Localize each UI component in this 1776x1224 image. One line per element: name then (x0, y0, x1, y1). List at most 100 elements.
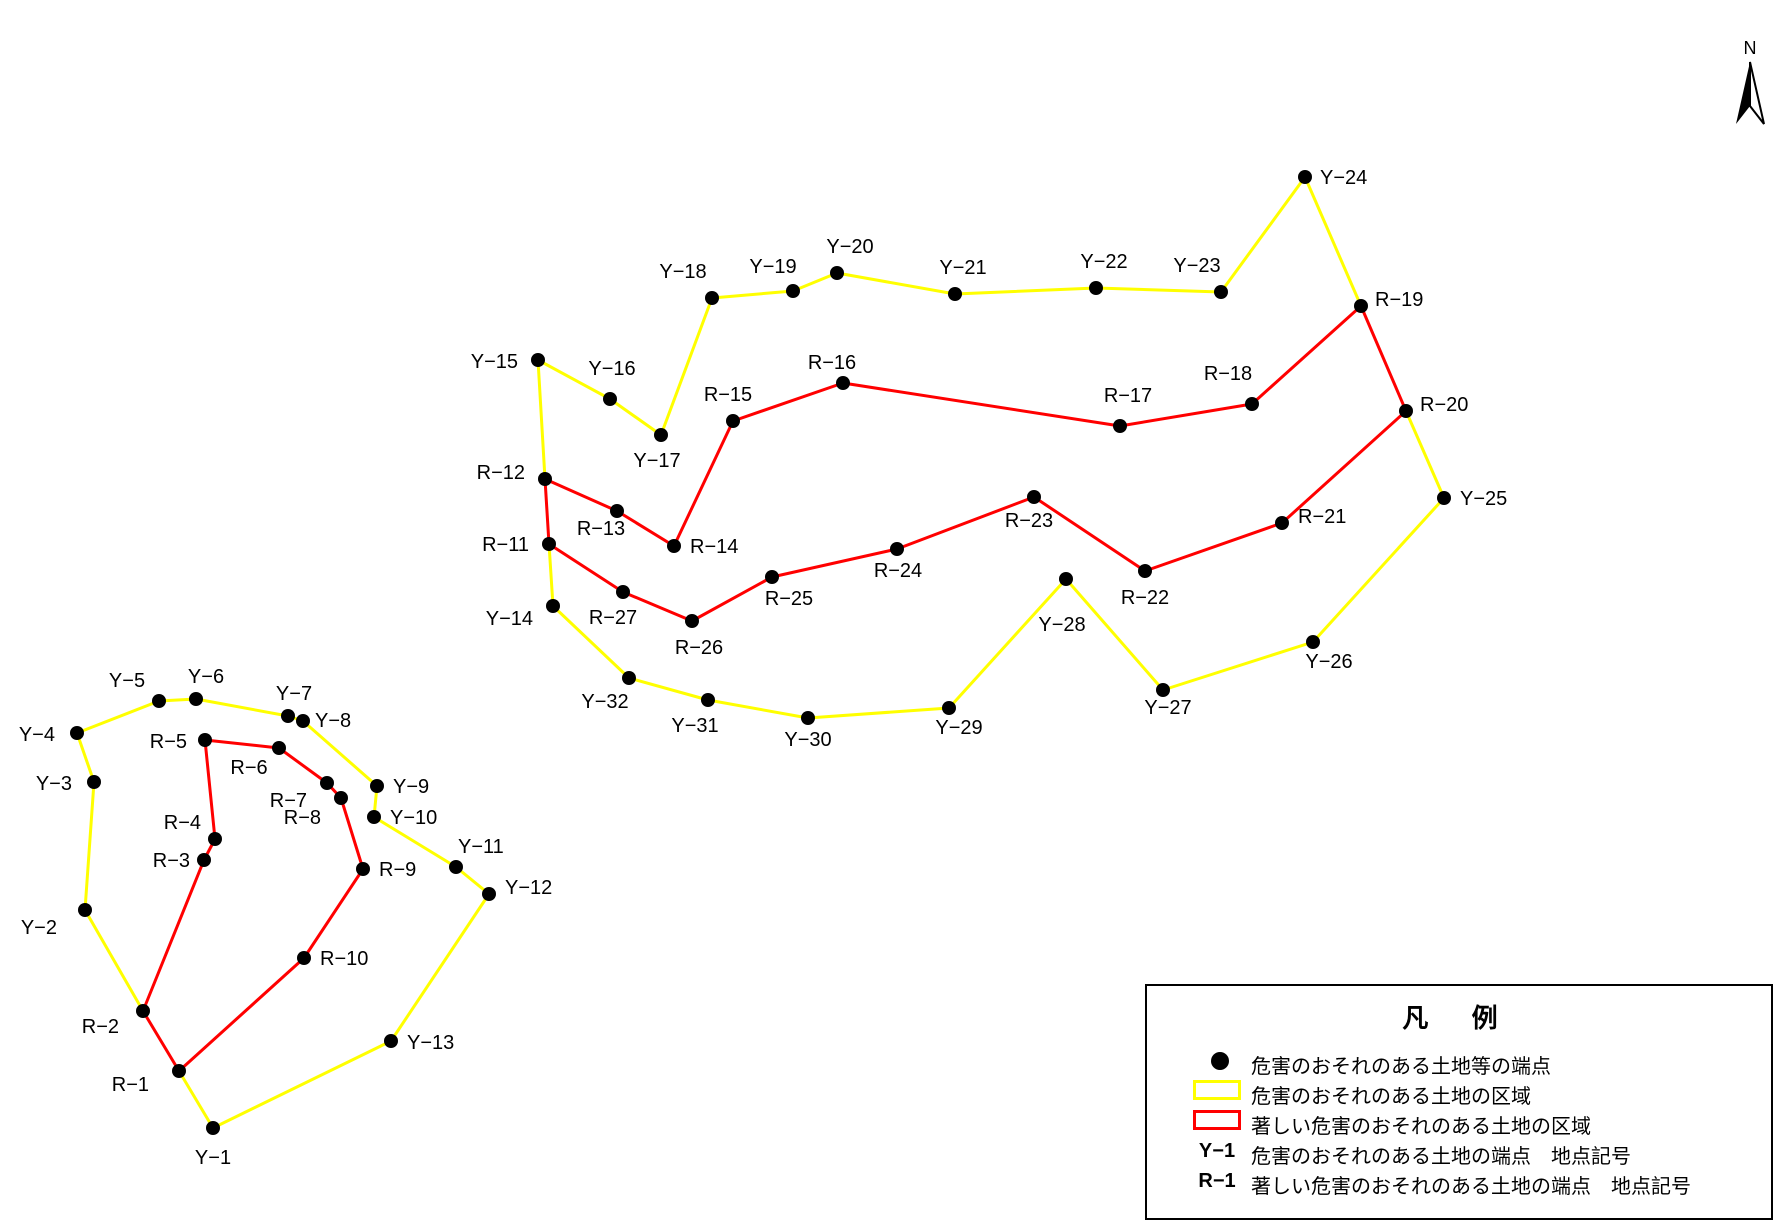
endpoint-y-11 (449, 860, 463, 874)
endpoint-y-6 (189, 692, 203, 706)
endpoint-label-r-26: R−26 (675, 637, 723, 659)
endpoint-label-y-16: Y−16 (588, 358, 635, 380)
legend-code: Y−1 (1198, 1140, 1236, 1162)
endpoint-r-21 (1275, 516, 1289, 530)
endpoint-y-21 (948, 287, 962, 301)
endpoint-label-r-8: R−8 (284, 807, 321, 829)
endpoint-label-y-12: Y−12 (505, 877, 552, 899)
endpoint-y-32 (622, 671, 636, 685)
endpoint-label-y-22: Y−22 (1080, 251, 1127, 273)
endpoint-y-5 (152, 694, 166, 708)
endpoint-label-r-18: R−18 (1204, 363, 1252, 385)
legend-item-label: 危害のおそれのある土地の端点 地点記号 (1251, 1144, 1631, 1168)
endpoint-label-r-14: R−14 (690, 536, 738, 558)
endpoint-y-15 (531, 353, 545, 367)
dot-icon (1211, 1052, 1229, 1070)
endpoint-label-y-26: Y−26 (1305, 651, 1352, 673)
red-boundary-west (141, 738, 365, 1073)
endpoint-y-18 (705, 291, 719, 305)
endpoint-label-y-13: Y−13 (407, 1032, 454, 1054)
endpoint-y-3 (87, 775, 101, 789)
endpoint-label-r-6: R−6 (230, 757, 267, 779)
endpoint-r-26 (685, 614, 699, 628)
endpoint-r-17 (1113, 419, 1127, 433)
legend-item-endpoint: 危害のおそれのある土地等の端点 (1147, 1046, 1771, 1078)
endpoint-r-2 (136, 1004, 150, 1018)
legend-item-red-area: 著しい危害のおそれのある土地の区域 (1147, 1106, 1771, 1138)
endpoint-label-y-11: Y−11 (458, 836, 504, 858)
legend-item-yellow-area: 危害のおそれのある土地の区域 (1147, 1076, 1771, 1108)
endpoint-label-y-23: Y−23 (1173, 255, 1220, 277)
endpoint-label-y-17: Y−17 (633, 450, 680, 472)
endpoint-r-13 (610, 504, 624, 518)
yellow-box-icon (1193, 1080, 1241, 1100)
endpoint-label-y-32: Y−32 (581, 691, 628, 713)
endpoint-label-r-22: R−22 (1121, 587, 1169, 609)
endpoint-markers (70, 170, 1451, 1135)
endpoint-r-8 (334, 791, 348, 805)
endpoint-y-13 (384, 1034, 398, 1048)
endpoint-r-23 (1027, 490, 1041, 504)
legend-item-r-code: R−1 著しい危害のおそれのある土地の端点 地点記号 (1147, 1166, 1771, 1198)
endpoint-label-r-13: R−13 (577, 518, 625, 540)
endpoint-r-18 (1245, 397, 1259, 411)
endpoint-label-r-5: R−5 (150, 731, 187, 753)
endpoint-r-22 (1138, 564, 1152, 578)
endpoint-label-r-10: R−10 (320, 948, 368, 970)
north-label: N (1744, 38, 1757, 58)
endpoint-label-r-11: R−11 (482, 534, 529, 556)
endpoint-y-23 (1214, 285, 1228, 299)
endpoint-label-r-19: R−19 (1375, 289, 1423, 311)
endpoint-label-r-2: R−2 (82, 1016, 119, 1038)
endpoint-label-y-24: Y−24 (1320, 167, 1367, 189)
endpoint-label-r-20: R−20 (1420, 394, 1468, 416)
endpoint-r-3 (197, 853, 211, 867)
legend-item-label: 著しい危害のおそれのある土地の区域 (1251, 1114, 1591, 1138)
endpoint-label-y-8: Y−8 (315, 710, 351, 732)
red-box-icon (1193, 1110, 1241, 1130)
endpoint-label-r-25: R−25 (765, 588, 813, 610)
endpoint-label-r-4: R−4 (164, 812, 201, 834)
yellow-boundary-east-top (536, 175, 1363, 480)
endpoint-y-31 (701, 693, 715, 707)
endpoint-r-4 (208, 832, 222, 846)
endpoint-label-y-1: Y−1 (195, 1147, 231, 1169)
endpoint-label-y-5: Y−5 (109, 670, 145, 692)
endpoint-r-12 (538, 472, 552, 486)
endpoint-y-10 (367, 810, 381, 824)
endpoint-label-y-29: Y−29 (935, 717, 982, 739)
endpoint-r-20 (1399, 404, 1413, 418)
endpoint-y-1 (206, 1121, 220, 1135)
endpoint-y-30 (801, 711, 815, 725)
endpoint-y-20 (830, 266, 844, 280)
endpoint-label-r-21: R−21 (1298, 506, 1346, 528)
endpoint-y-9 (370, 779, 384, 793)
endpoint-label-r-27: R−27 (589, 607, 637, 629)
endpoint-label-r-23: R−23 (1005, 510, 1053, 532)
red-boundary-east (543, 304, 1408, 623)
endpoint-y-17 (654, 428, 668, 442)
endpoint-y-12 (482, 887, 496, 901)
endpoint-y-2 (78, 903, 92, 917)
legend-title: 凡 例 (1402, 1003, 1516, 1033)
endpoint-y-27 (1156, 683, 1170, 697)
endpoint-label-y-25: Y−25 (1460, 488, 1507, 510)
endpoint-y-24 (1298, 170, 1312, 184)
legend-item-label: 危害のおそれのある土地等の端点 (1251, 1054, 1551, 1078)
endpoint-r-15 (726, 414, 740, 428)
endpoint-label-r-15: R−15 (704, 384, 752, 406)
endpoint-r-7 (320, 776, 334, 790)
endpoint-label-r-1: R−1 (112, 1074, 149, 1096)
endpoint-label-y-4: Y−4 (19, 724, 55, 746)
endpoint-label-y-10: Y−10 (390, 807, 437, 829)
endpoint-label-y-3: Y−3 (36, 773, 72, 795)
endpoint-r-25 (765, 570, 779, 584)
endpoint-label-y-6: Y−6 (188, 666, 224, 688)
legend-item-label: 著しい危害のおそれのある土地の端点 地点記号 (1251, 1174, 1691, 1198)
endpoint-label-y-9: Y−9 (393, 776, 429, 798)
endpoint-y-14 (546, 599, 560, 613)
endpoint-y-16 (603, 392, 617, 406)
endpoint-y-26 (1306, 635, 1320, 649)
endpoint-r-19 (1354, 299, 1368, 313)
